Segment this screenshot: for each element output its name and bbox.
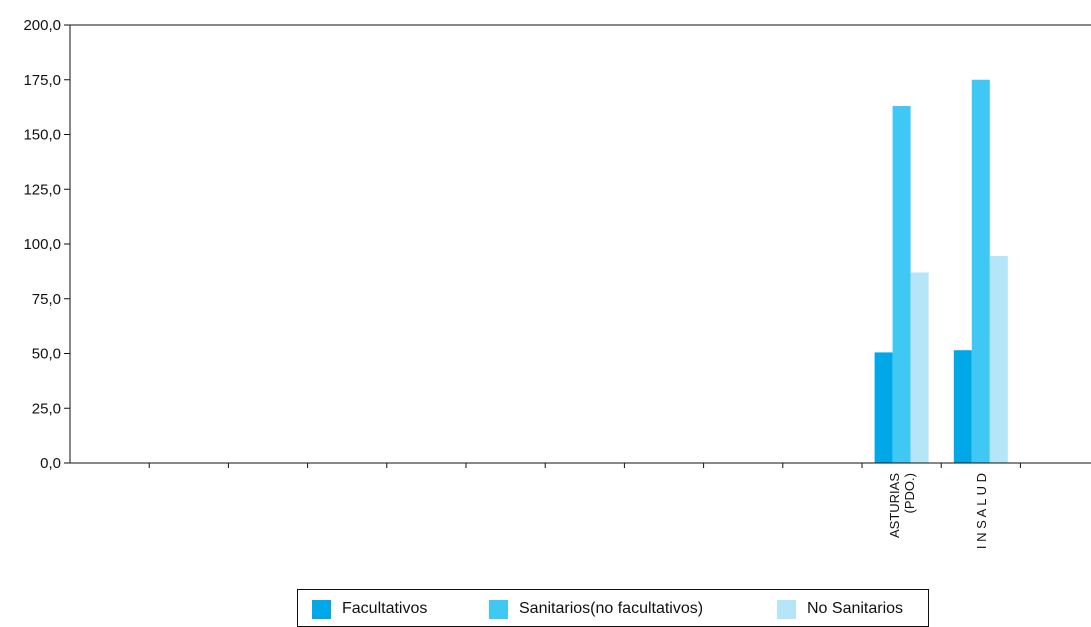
y-tick-label: 50,0 — [32, 346, 61, 363]
y-tick-label: 75,0 — [32, 291, 61, 308]
legend-swatch — [489, 599, 508, 619]
x-axis-ticks — [148, 463, 1021, 468]
legend: Facultativos Sanitarios(no facultativos)… — [297, 589, 929, 627]
y-axis-ticks: 0,0 25,0 50,0 75,0 100,0 125,0 150,0 175,0 200,0 — [23, 17, 70, 472]
legend-label: No Sanitarios — [807, 600, 904, 617]
bar-chart: 0,0 25,0 50,0 75,0 100,0 125,0 150,0 175,0 200,0… — [23, 17, 1091, 549]
y-tick-label: 125,0 — [23, 181, 61, 198]
legend-swatch — [777, 599, 796, 619]
bar — [892, 106, 911, 463]
legend-label: Sanitarios(no facultativos) — [519, 600, 704, 617]
legend-label: Facultativos — [342, 600, 428, 617]
bar — [874, 352, 893, 463]
category-label: (PDO.) — [902, 473, 917, 513]
bar — [910, 272, 929, 463]
bar — [953, 350, 972, 463]
y-tick-label: 150,0 — [23, 127, 61, 144]
legend-item-facultativos: Facultativos — [312, 599, 427, 619]
bars — [874, 79, 1008, 463]
legend-item-no-sanitarios: No Sanitarios — [777, 599, 903, 619]
y-tick-label: 25,0 — [32, 400, 61, 417]
category-label: ASTURIAS — [887, 473, 902, 538]
y-tick-label: 100,0 — [23, 236, 61, 253]
category-label: I N S A L U D — [974, 473, 989, 549]
y-tick-label: 0,0 — [40, 455, 61, 472]
category-labels: ASTURIAS (PDO.) I N S A L U D — [887, 473, 989, 549]
y-tick-label: 175,0 — [23, 72, 61, 89]
bar — [989, 256, 1008, 463]
y-tick-label: 200,0 — [23, 17, 61, 34]
bar — [971, 79, 990, 463]
legend-item-sanitarios: Sanitarios(no facultativos) — [489, 599, 703, 619]
legend-swatch — [312, 599, 331, 619]
